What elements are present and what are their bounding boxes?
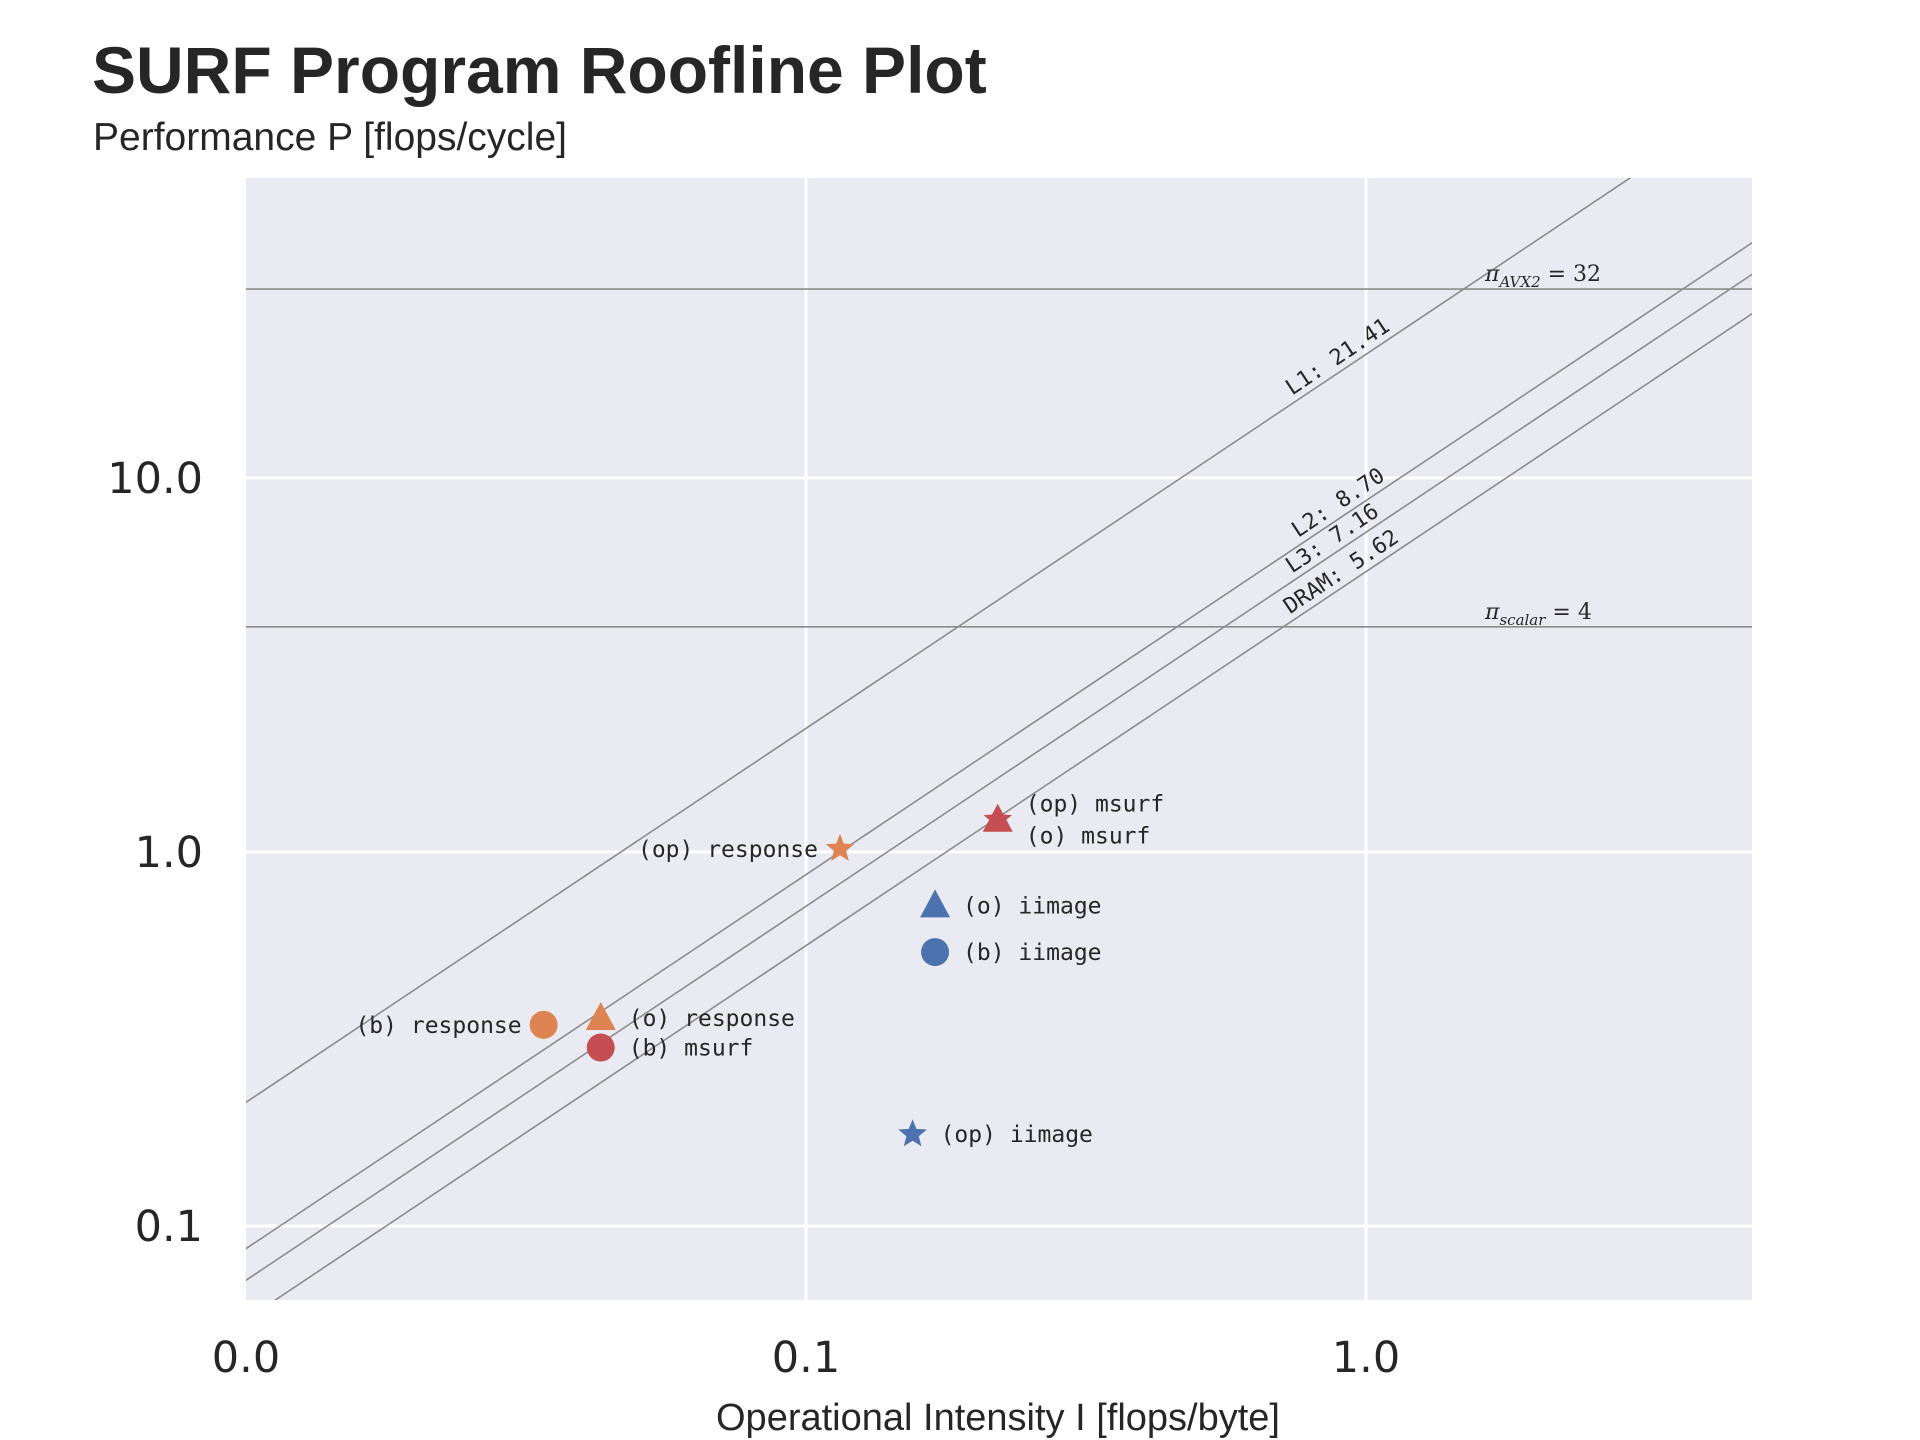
data-point-circle — [586, 1033, 615, 1062]
chart-title: SURF Program Roofline Plot — [92, 33, 987, 107]
y-tick-label: 0.1 — [135, 1202, 203, 1252]
x-tick-label: 1.0 — [1332, 1333, 1400, 1383]
chart-subtitle-y-axis-label: Performance P [flops/cycle] — [93, 116, 567, 159]
peak-roof-label-sub: AVX2 — [1497, 273, 1540, 291]
peak-roof-label-value: = 4 — [1545, 600, 1591, 625]
data-point-circle — [529, 1010, 558, 1039]
data-point-triangle — [920, 889, 951, 918]
data-point-label: (o) response — [629, 1006, 795, 1032]
bandwidth-roof-line — [246, 273, 1752, 1282]
y-tick-label: 1.0 — [135, 828, 203, 878]
data-point-label: (b) iimage — [963, 940, 1101, 966]
y-tick-label: 10.0 — [107, 454, 203, 504]
data-point-label: (b) msurf — [629, 1036, 754, 1062]
data-point-triangle — [982, 803, 1013, 832]
data-point-star — [898, 1119, 927, 1147]
data-point-triangle — [585, 1001, 616, 1030]
data-point-circle — [921, 938, 950, 967]
peak-roof-label-sub: scalar — [1499, 611, 1546, 629]
data-point-label: (o) iimage — [963, 893, 1101, 919]
x-tick-label: 0.1 — [772, 1333, 840, 1383]
data-point-label: (op) msurf — [1026, 792, 1164, 818]
x-axis-label: Operational Intensity I [flops/byte] — [716, 1397, 1280, 1439]
bandwidth-roof-line — [273, 312, 1752, 1300]
data-point-label: (op) iimage — [941, 1122, 1093, 1148]
axes: 0.0 0.1 1.0 0.1 1.0 10.0 — [107, 454, 1400, 1383]
data-point-star — [825, 833, 855, 861]
bandwidth-roof-line — [246, 178, 1632, 1104]
bandwidth-roof-line — [246, 241, 1752, 1250]
x-tick-label: 0.0 — [212, 1333, 280, 1383]
data-point-label: (o) msurf — [1026, 824, 1151, 850]
peak-roof-label-value: = 32 — [1541, 262, 1601, 287]
data-point-label: (op) response — [638, 837, 818, 863]
data-point-label: (b) response — [355, 1013, 521, 1039]
clipped-marks — [246, 178, 1752, 1300]
